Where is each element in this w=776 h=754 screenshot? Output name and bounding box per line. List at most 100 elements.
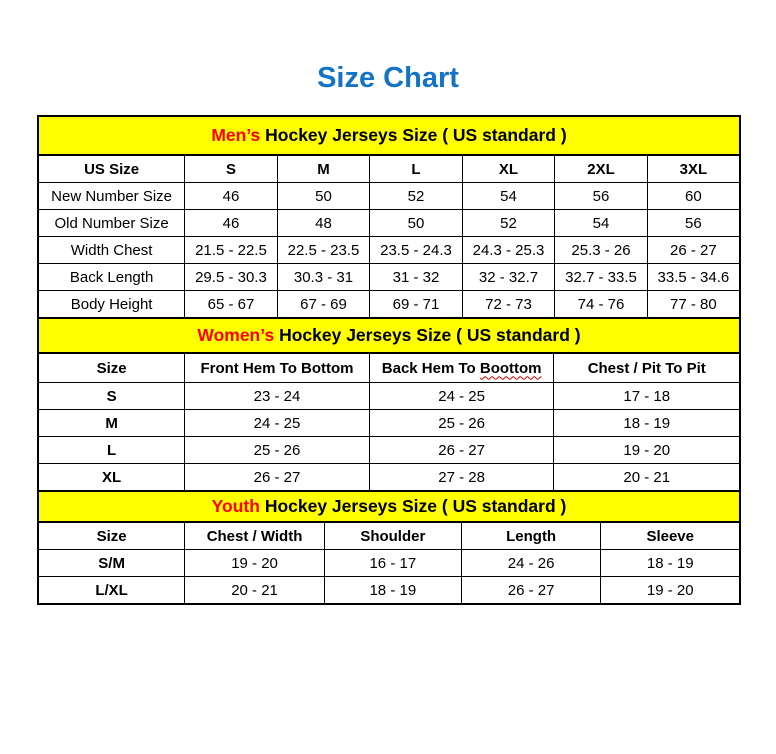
men-section-title: Men’s Hockey Jerseys Size ( US standard …: [37, 115, 741, 156]
size-value: 31 - 32: [369, 263, 463, 291]
women-section-title-rest: Hockey Jerseys Size ( US standard ): [279, 325, 581, 345]
youth-size-table: Youth Hockey Jerseys Size ( US standard …: [37, 490, 741, 605]
youth-section-title-accent: Youth: [211, 496, 260, 516]
table-row: L/XL 20 - 21 18 - 19 26 - 27 19 - 20: [37, 576, 741, 605]
table-row: New Number Size 46 50 52 54 56 60: [37, 182, 741, 210]
table-row: S/M 19 - 20 16 - 17 24 - 26 18 - 19: [37, 549, 741, 577]
size-value: 25.3 - 26: [554, 236, 648, 264]
youth-section-title-rest: Hockey Jerseys Size ( US standard ): [264, 496, 567, 516]
size-value: 23 - 24: [184, 382, 370, 410]
size-value: 29.5 - 30.3: [184, 263, 278, 291]
table-row: Body Height 65 - 67 67 - 69 69 - 71 72 - 73 7…: [37, 290, 741, 319]
size-value: 60: [646, 182, 741, 210]
row-label: S: [37, 382, 186, 410]
size-value: 19 - 20: [184, 549, 325, 577]
size-value: 77 - 80: [646, 290, 741, 319]
women-header-row: Size Front Hem To Bottom Back Hem To Boo…: [37, 352, 741, 383]
size-value: 52: [461, 209, 556, 237]
column-header: XL: [461, 154, 556, 183]
size-value: 74 - 76: [554, 290, 648, 319]
size-value: 50: [276, 182, 371, 210]
row-label: S/M: [37, 549, 186, 577]
size-value: 18 - 19: [600, 549, 741, 577]
size-value: 56: [554, 182, 648, 210]
size-value: 16 - 17: [323, 549, 462, 577]
size-value: 25 - 26: [184, 436, 370, 464]
size-value: 24 - 25: [368, 382, 555, 410]
size-value: 52: [369, 182, 463, 210]
size-value: 19 - 20: [553, 436, 741, 464]
column-header: L: [369, 154, 463, 183]
size-value: 48: [276, 209, 371, 237]
size-value: 19 - 20: [600, 576, 741, 605]
size-value: 33.5 - 34.6: [646, 263, 741, 291]
size-value: 21.5 - 22.5: [184, 236, 278, 264]
size-value: 20 - 21: [553, 463, 741, 492]
size-value: 24 - 26: [460, 549, 602, 577]
column-header: Length: [460, 521, 602, 550]
row-label: XL: [37, 463, 186, 492]
youth-header-row: Size Chest / Width Shoulder Length Sleev…: [37, 521, 741, 550]
size-value: 46: [184, 209, 278, 237]
table-row: L 25 - 26 26 - 27 19 - 20: [37, 436, 741, 464]
row-label: Width Chest: [37, 236, 186, 264]
table-row: M 24 - 25 25 - 26 18 - 19: [37, 409, 741, 437]
column-header: 3XL: [646, 154, 741, 183]
size-value: 18 - 19: [553, 409, 741, 437]
men-size-table: Men’s Hockey Jerseys Size ( US standard …: [37, 115, 741, 319]
size-value: 50: [369, 209, 463, 237]
men-section-band: Men’s Hockey Jerseys Size ( US standard …: [37, 115, 741, 156]
row-label: L/XL: [37, 576, 186, 605]
row-label: L: [37, 436, 186, 464]
women-section-title: Women’s Hockey Jerseys Size ( US standar…: [37, 317, 741, 354]
size-value: 67 - 69: [276, 290, 371, 319]
column-header: Size: [37, 521, 186, 550]
table-row: S 23 - 24 24 - 25 17 - 18: [37, 382, 741, 410]
size-value: 18 - 19: [323, 576, 462, 605]
size-value: 26 - 27: [368, 436, 555, 464]
row-label: Old Number Size: [37, 209, 186, 237]
back-hem-label: Back Hem To: [381, 359, 476, 377]
row-label: New Number Size: [37, 182, 186, 210]
size-value: 54: [461, 182, 556, 210]
column-header: 2XL: [554, 154, 648, 183]
size-value: 72 - 73: [461, 290, 556, 319]
women-size-table: Women’s Hockey Jerseys Size ( US standar…: [37, 317, 741, 492]
size-value: 25 - 26: [368, 409, 555, 437]
size-value: 20 - 21: [184, 576, 325, 605]
women-section-band: Women’s Hockey Jerseys Size ( US standar…: [37, 317, 741, 354]
column-header: Sleeve: [600, 521, 741, 550]
column-header: Shoulder: [323, 521, 462, 550]
size-value: 24.3 - 25.3: [461, 236, 556, 264]
size-value: 23.5 - 24.3: [369, 236, 463, 264]
size-value: 32.7 - 33.5: [554, 263, 648, 291]
column-header: Front Hem To Bottom: [184, 352, 370, 383]
men-section-title-rest: Hockey Jerseys Size ( US standard ): [265, 125, 567, 145]
size-value: 17 - 18: [553, 382, 741, 410]
column-header: Back Hem To Boottom: [368, 352, 555, 383]
size-value: 26 - 27: [184, 463, 370, 492]
column-header: M: [276, 154, 371, 183]
size-value: 69 - 71: [369, 290, 463, 319]
column-header: Size: [37, 352, 186, 383]
column-header: Chest / Width: [184, 521, 325, 550]
size-value: 22.5 - 23.5: [276, 236, 371, 264]
row-label: Body Height: [37, 290, 186, 319]
youth-section-band: Youth Hockey Jerseys Size ( US standard …: [37, 490, 741, 523]
column-header: Chest / Pit To Pit: [553, 352, 741, 383]
size-value: 65 - 67: [184, 290, 278, 319]
youth-section-title: Youth Hockey Jerseys Size ( US standard …: [37, 490, 741, 523]
size-chart: Men’s Hockey Jerseys Size ( US standard …: [37, 115, 741, 605]
size-value: 26 - 27: [460, 576, 602, 605]
size-value: 30.3 - 31: [276, 263, 371, 291]
size-value: 54: [554, 209, 648, 237]
size-value: 27 - 28: [368, 463, 555, 492]
men-section-title-accent: Men’s: [211, 125, 261, 145]
page-title: Size Chart: [317, 62, 459, 94]
row-label: M: [37, 409, 186, 437]
column-header: S: [184, 154, 278, 183]
row-label: Back Length: [37, 263, 186, 291]
size-value: 26 - 27: [646, 236, 741, 264]
table-row: XL 26 - 27 27 - 28 20 - 21: [37, 463, 741, 492]
size-value: 24 - 25: [184, 409, 370, 437]
